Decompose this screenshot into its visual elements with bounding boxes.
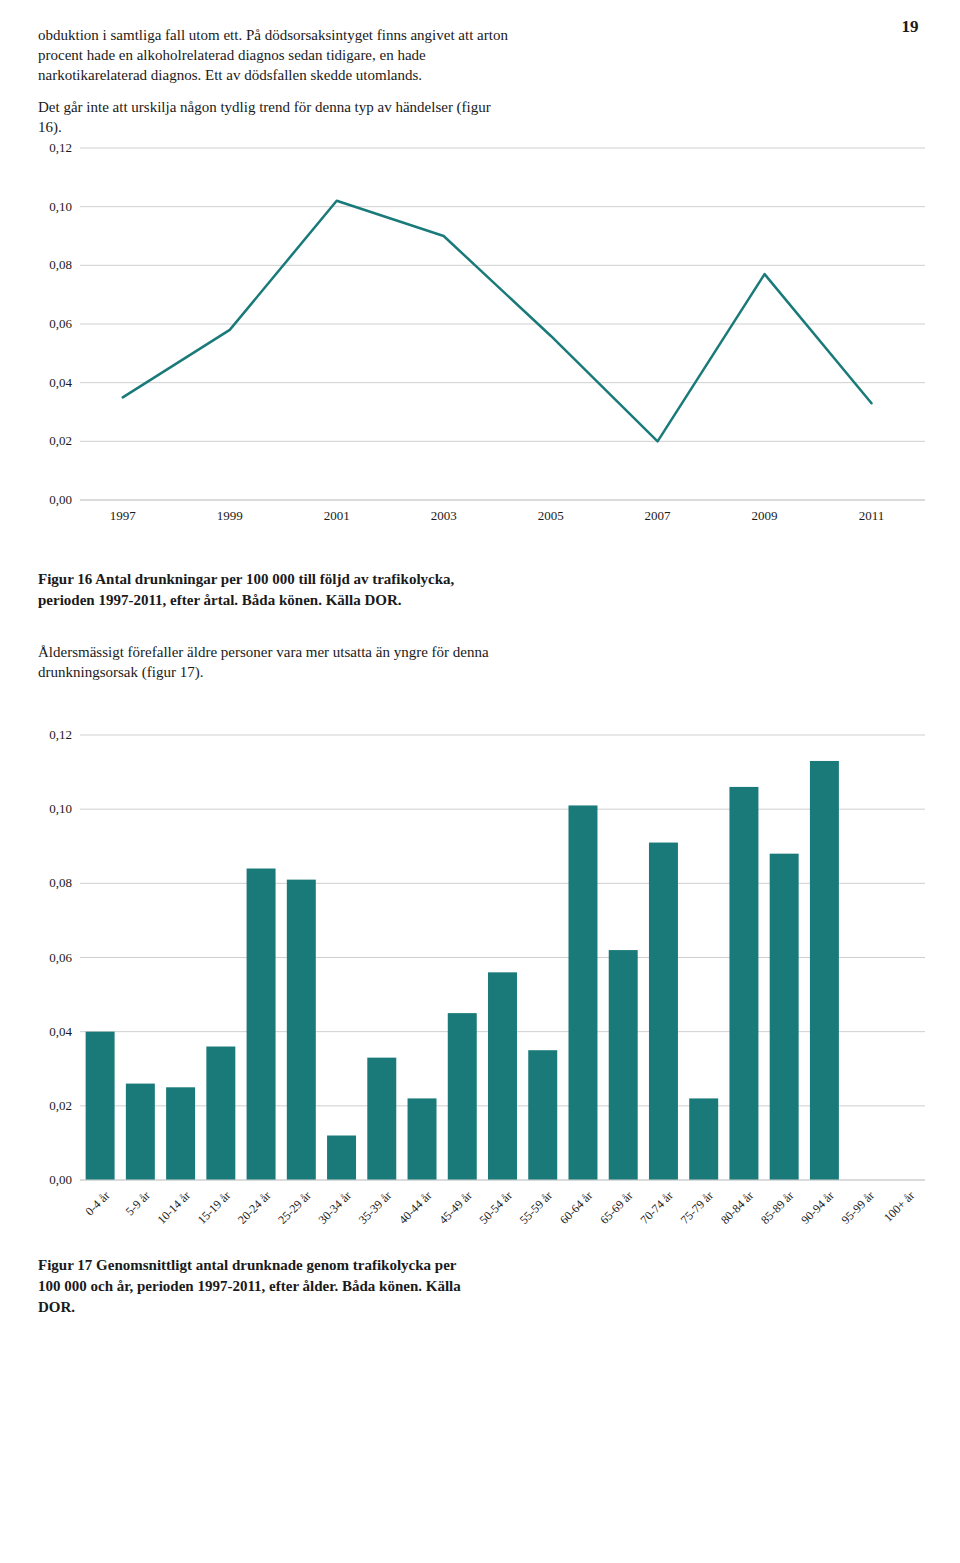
plot-area xyxy=(123,201,872,442)
y-tick-label: 0,08 xyxy=(49,257,72,272)
y-tick-label: 0,08 xyxy=(49,875,72,890)
y-tick-label: 0,04 xyxy=(49,375,72,390)
y-tick-label: 0,12 xyxy=(49,727,72,742)
x-tick-label: 45-49 år xyxy=(436,1188,474,1226)
body-text: Det går inte att urskilja någon tydlig t… xyxy=(38,99,491,116)
data-line xyxy=(123,201,872,442)
x-tick-label: 0-4 år xyxy=(83,1188,113,1218)
body-text: procent hade en alkoholrelaterad diagnos… xyxy=(38,47,426,63)
x-tick-label: 10-14 år xyxy=(155,1188,193,1226)
x-tick-label: 95-99 år xyxy=(839,1188,877,1226)
bar xyxy=(448,1013,477,1180)
chart-caption: Figur 16 Antal drunkningar per 100 000 t… xyxy=(38,571,455,608)
bar xyxy=(247,869,276,1181)
plot-area xyxy=(86,761,839,1180)
bar xyxy=(206,1047,235,1181)
x-tick-label: 90-94 år xyxy=(798,1188,836,1226)
x-tick-label: 55-59 år xyxy=(517,1188,555,1226)
x-axis-line xyxy=(80,1180,925,1181)
bar xyxy=(528,1050,557,1180)
x-tick-label: 40-44 år xyxy=(396,1188,434,1226)
y-tick-label: 0,00 xyxy=(49,492,72,507)
x-tick-label: 80-84 år xyxy=(718,1188,756,1226)
x-tick-label: 60-64 år xyxy=(557,1188,595,1226)
grid-line xyxy=(80,324,925,325)
y-tick-label: 0,06 xyxy=(49,316,72,331)
bar xyxy=(488,972,517,1180)
body-text: narkotikarelaterad diagnos. Ett av dödsf… xyxy=(38,67,422,83)
grid-line xyxy=(80,148,925,149)
x-tick-label: 2003 xyxy=(431,508,457,523)
x-tick-label: 2005 xyxy=(538,508,564,523)
x-tick-label: 65-69 år xyxy=(597,1188,635,1226)
body-text: Åldersmässigt förefaller äldre personer … xyxy=(38,644,489,660)
x-tick-label: 1997 xyxy=(110,508,137,523)
bar xyxy=(568,805,597,1180)
page-number: 19 xyxy=(902,17,919,36)
grid-line xyxy=(80,735,925,736)
x-tick-label: 70-74 år xyxy=(637,1188,675,1226)
line-chart: 0,00 0,02 0,04 0,06 0,08 0,10 0,12 1997 1999 2001… xyxy=(49,140,925,523)
x-tick-label: 100+ år xyxy=(881,1188,917,1224)
grid-line xyxy=(80,382,925,383)
x-tick-label: 25-29 år xyxy=(275,1188,313,1226)
x-tick-label: 15-19 år xyxy=(195,1188,233,1226)
y-tick-label: 0,12 xyxy=(49,140,72,155)
bar xyxy=(166,1087,195,1180)
body-text: obduktion i samtliga fall utom ett. På d… xyxy=(38,27,508,43)
grid-line xyxy=(80,809,925,810)
x-axis-line xyxy=(80,500,925,501)
grid-line xyxy=(80,206,925,207)
y-tick-label: 0,00 xyxy=(49,1172,72,1187)
body-text: drunkningsorsak (figur 17). xyxy=(38,664,203,681)
x-tick-label: 75-79 år xyxy=(678,1188,716,1226)
x-tick-label: 2007 xyxy=(645,508,672,523)
bar xyxy=(689,1098,718,1180)
bar xyxy=(327,1136,356,1181)
bar xyxy=(126,1084,155,1180)
bar xyxy=(287,880,316,1180)
body-text: 16). xyxy=(38,119,62,136)
grid-line xyxy=(80,441,925,442)
x-tick-label: 35-39 år xyxy=(356,1188,394,1226)
x-tick-label: 30-34 år xyxy=(315,1188,353,1226)
x-tick-label: 2001 xyxy=(324,508,350,523)
bar xyxy=(770,854,799,1180)
bar xyxy=(729,787,758,1180)
grid-line xyxy=(80,265,925,266)
bar xyxy=(86,1032,115,1180)
page: 19 obduktion i samtliga fall utom ett. På… xyxy=(0,0,960,1563)
x-tick-label: 50-54 år xyxy=(476,1188,514,1226)
grid-line xyxy=(80,1180,925,1181)
x-tick-label: 2011 xyxy=(859,508,885,523)
bar xyxy=(408,1098,437,1180)
bar xyxy=(810,761,839,1180)
grid-line xyxy=(80,500,925,501)
y-tick-label: 0,02 xyxy=(49,1098,72,1113)
x-tick-label: 20-24 år xyxy=(235,1188,273,1226)
bar xyxy=(367,1058,396,1180)
bar-chart: 0,00 0,02 0,04 0,06 0,08 0,10 0,12 0-4 år 5-9 år… xyxy=(49,727,925,1227)
x-tick-label: 5-9 år xyxy=(123,1188,153,1218)
x-tick-label: 2009 xyxy=(752,508,778,523)
x-tick-label: 85-89 år xyxy=(758,1188,796,1226)
y-tick-label: 0,04 xyxy=(49,1024,72,1039)
x-tick-label: 1999 xyxy=(217,508,243,523)
y-tick-label: 0,02 xyxy=(49,433,72,448)
y-tick-label: 0,10 xyxy=(49,199,72,214)
chart-caption: Figur 17 Genomsnittligt antal drunknade … xyxy=(38,1257,461,1315)
bar xyxy=(649,843,678,1180)
y-tick-label: 0,06 xyxy=(49,950,72,965)
bar xyxy=(609,950,638,1180)
y-tick-label: 0,10 xyxy=(49,801,72,816)
